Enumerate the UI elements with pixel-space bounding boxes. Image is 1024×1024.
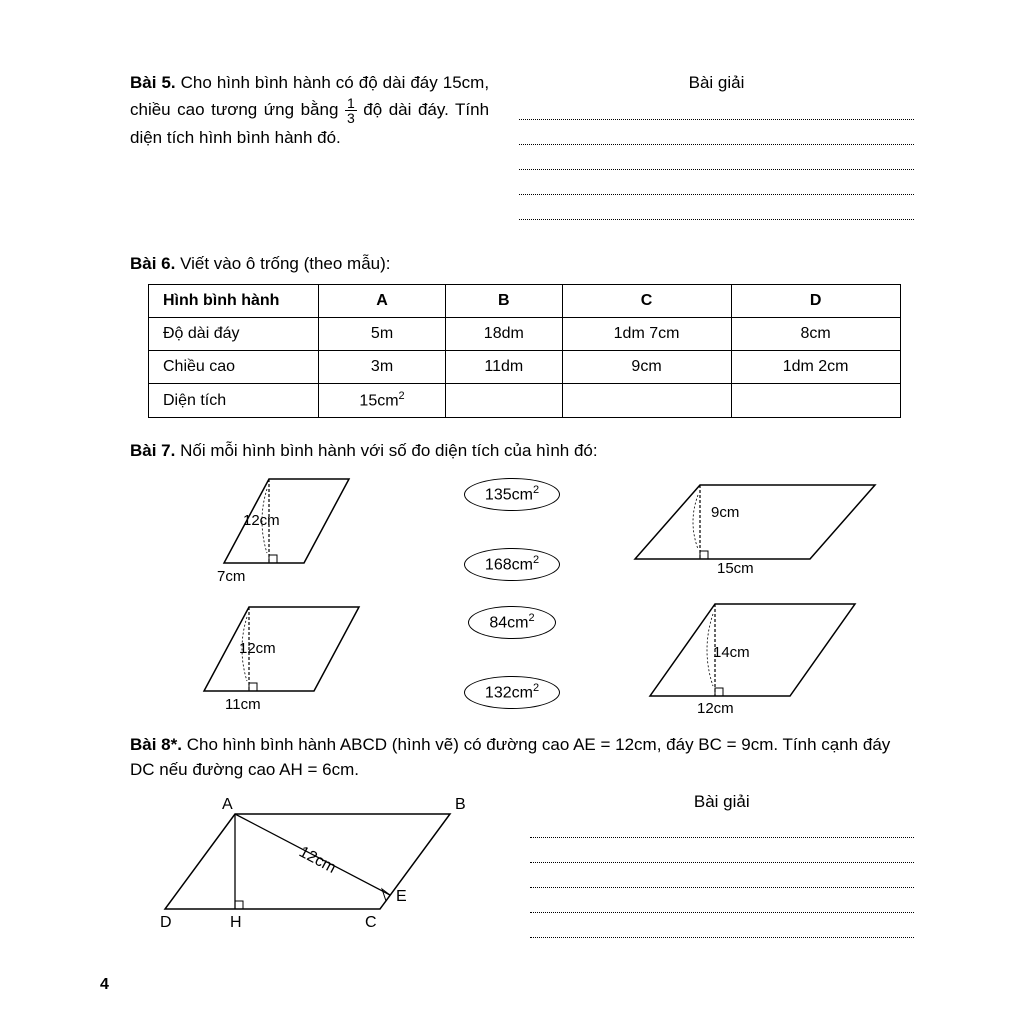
- exercise-8-label: Bài 8*.: [130, 735, 182, 754]
- answer-line[interactable]: [519, 152, 914, 170]
- fraction-one-third: 13: [345, 96, 357, 125]
- exercise-7-label: Bài 7.: [130, 441, 175, 460]
- parallelogram-4-svg: [645, 598, 865, 718]
- table-cell: 15cm2: [319, 384, 446, 418]
- answer-line[interactable]: [530, 920, 914, 938]
- parallelogram-1: 12cm 7cm: [169, 470, 399, 590]
- parallelogram-4: 14cm 12cm: [625, 598, 885, 718]
- shape4-height: 14cm: [713, 642, 750, 665]
- vertex-d: D: [160, 914, 172, 931]
- blank-lines-5[interactable]: [519, 102, 914, 220]
- exercise-6-label: Bài 6.: [130, 254, 175, 273]
- exercise-8-answer-area: Bài giải: [530, 789, 914, 947]
- shape2-base: 15cm: [717, 558, 754, 581]
- exercise-8-diagram: A B C D H E 12cm: [130, 789, 510, 947]
- vertex-b: B: [455, 796, 466, 813]
- table-cell: 5m: [319, 318, 446, 351]
- shape3-base: 11cm: [225, 694, 261, 717]
- answer-line[interactable]: [530, 820, 914, 838]
- answer-title-5: Bài giải: [519, 70, 914, 96]
- ae-length: 12cm: [296, 843, 339, 876]
- table-cell: Diện tích: [149, 384, 319, 418]
- table-cell: 8cm: [731, 318, 900, 351]
- worksheet-page: Bài 5. Cho hình bình hành có độ dài đáy …: [0, 0, 1024, 966]
- table-cell[interactable]: [562, 384, 731, 418]
- area-oval-2[interactable]: 168cm2: [464, 548, 560, 581]
- exercise-8: Bài 8*. Cho hình bình hành ABCD (hình vẽ…: [130, 732, 914, 947]
- table-header: D: [731, 285, 900, 318]
- table-header: C: [562, 285, 731, 318]
- vertex-h: H: [230, 914, 242, 931]
- table-cell: Chiều cao: [149, 351, 319, 384]
- vertex-c: C: [365, 914, 377, 931]
- table-cell: Độ dài đáy: [149, 318, 319, 351]
- shape1-base: 7cm: [217, 566, 245, 589]
- exercise-8-prompt: Bài 8*. Cho hình bình hành ABCD (hình vẽ…: [130, 732, 914, 783]
- exercise-6: Bài 6. Viết vào ô trống (theo mẫu): Hình…: [130, 251, 914, 419]
- area-oval-3[interactable]: 84cm2: [468, 606, 555, 639]
- oval-column-bottom: 84cm2 132cm2: [427, 598, 597, 718]
- page-number: 4: [100, 976, 109, 994]
- exercise-5-label: Bài 5.: [130, 73, 176, 92]
- table-cell: 1dm 2cm: [731, 351, 900, 384]
- exercise-6-title: Bài 6. Viết vào ô trống (theo mẫu):: [130, 251, 914, 277]
- answer-title-8: Bài giải: [530, 789, 914, 815]
- answer-line[interactable]: [519, 127, 914, 145]
- exercise-5-answer-area: Bài giải: [519, 70, 914, 227]
- exercise-8-text: Cho hình bình hành ABCD (hình vẽ) có đườ…: [130, 735, 890, 780]
- exercise-7-title: Bài 7. Nối mỗi hình bình hành với số đo …: [130, 438, 914, 464]
- table-header: Hình bình hành: [149, 285, 319, 318]
- table-cell[interactable]: [731, 384, 900, 418]
- shape3-height: 12cm: [239, 638, 276, 661]
- shape2-height: 9cm: [711, 502, 739, 525]
- exercise-5-prompt: Bài 5. Cho hình bình hành có độ dài đáy …: [130, 70, 489, 227]
- answer-line[interactable]: [519, 202, 914, 220]
- exercise-6-rest: Viết vào ô trống (theo mẫu):: [175, 254, 390, 273]
- answer-line[interactable]: [519, 102, 914, 120]
- exercise-7-grid: 12cm 7cm 135cm2 168cm2 9cm 15cm: [140, 470, 914, 718]
- vertex-a: A: [222, 796, 233, 813]
- answer-line[interactable]: [519, 177, 914, 195]
- table-cell: 1dm 7cm: [562, 318, 731, 351]
- shape4-base: 12cm: [697, 698, 734, 721]
- area-oval-1[interactable]: 135cm2: [464, 478, 560, 511]
- table-cell[interactable]: [446, 384, 562, 418]
- answer-line[interactable]: [530, 845, 914, 863]
- parallelogram-2: 9cm 15cm: [625, 470, 885, 590]
- parallelogram-3: 12cm 11cm: [169, 598, 399, 718]
- table-cell: 9cm: [562, 351, 731, 384]
- table-header: B: [446, 285, 562, 318]
- parallelogram-abcd-svg: A B C D H E 12cm: [160, 789, 480, 939]
- table-cell: 11dm: [446, 351, 562, 384]
- exercise-7: Bài 7. Nối mỗi hình bình hành với số đo …: [130, 438, 914, 718]
- area-oval-4[interactable]: 132cm2: [464, 676, 560, 709]
- answer-line[interactable]: [530, 895, 914, 913]
- shape1-height: 12cm: [243, 510, 280, 533]
- parallelogram-3-svg: [194, 599, 374, 717]
- vertex-e: E: [396, 888, 407, 905]
- oval-column-top: 135cm2 168cm2: [427, 470, 597, 590]
- table-cell: 3m: [319, 351, 446, 384]
- answer-line[interactable]: [530, 870, 914, 888]
- table-header: A: [319, 285, 446, 318]
- parallelogram-2-svg: [630, 475, 880, 585]
- exercise-7-rest: Nối mỗi hình bình hành với số đo diện tí…: [175, 441, 597, 460]
- blank-lines-8[interactable]: [530, 820, 914, 938]
- exercise-6-table: Hình bình hànhABCD Độ dài đáy5m18dm1dm 7c…: [148, 284, 901, 418]
- table-cell: 18dm: [446, 318, 562, 351]
- exercise-5: Bài 5. Cho hình bình hành có độ dài đáy …: [130, 70, 914, 227]
